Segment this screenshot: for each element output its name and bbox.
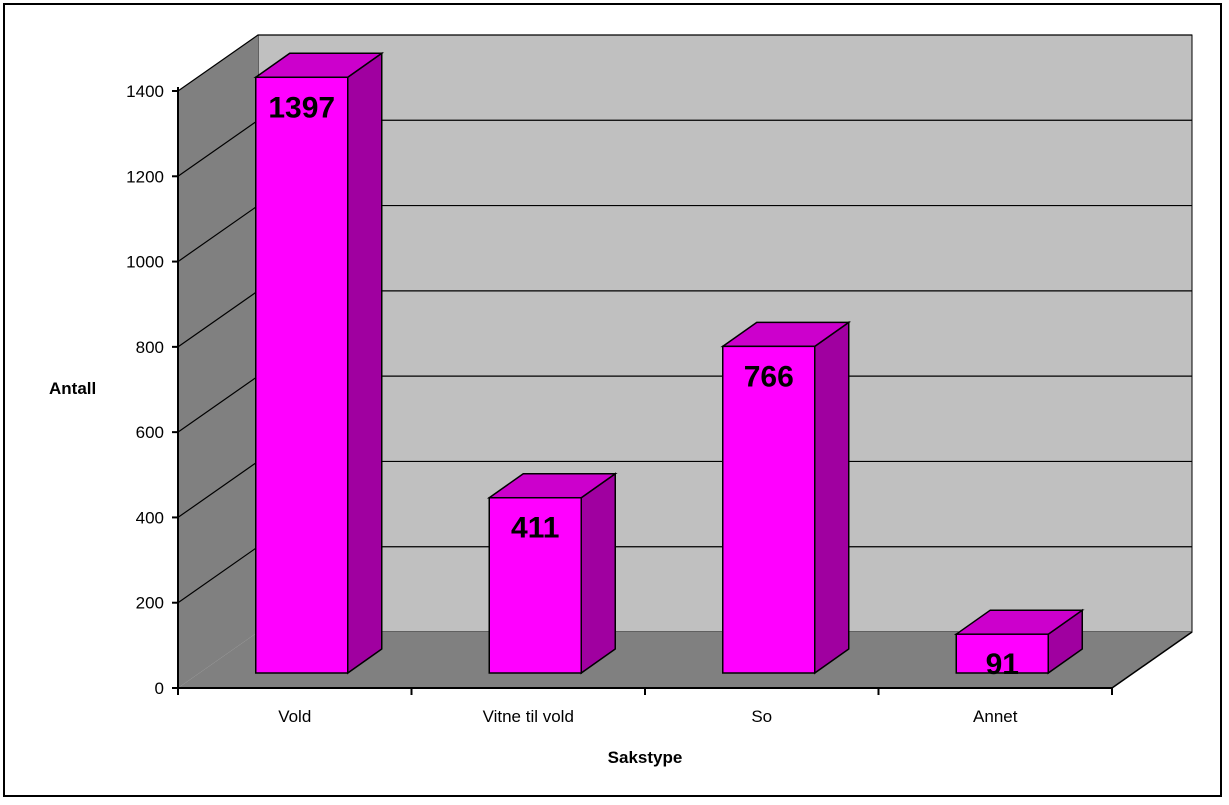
bar-side (580, 472, 616, 675)
chart-walls (178, 34, 1193, 688)
y-tick-label: 1000 (126, 253, 164, 272)
bar-front (722, 345, 816, 674)
data-label: 411 (511, 512, 559, 545)
y-tick-label: 600 (136, 423, 164, 442)
labels: 0 200 400 600 800 1000 1200 1400 1397 Vold 411 Vitn… (126, 82, 1019, 726)
data-label: 1397 (268, 91, 335, 124)
y-tick-label: 0 (155, 679, 164, 698)
side-wall (178, 35, 258, 688)
gridline (177, 34, 1192, 92)
x-axis-title: Sakstype (608, 748, 683, 767)
axes (172, 87, 1193, 695)
floor (178, 632, 1192, 688)
bar (253, 51, 385, 675)
y-tick-label: 200 (136, 594, 164, 613)
bar-front (255, 76, 349, 674)
x-tick-label: So (751, 707, 772, 726)
bar-front (955, 633, 1049, 674)
y-tick-label: 1200 (126, 167, 164, 186)
y-tick-label: 800 (136, 338, 164, 357)
data-label: 766 (744, 360, 794, 393)
y-tick-label: 1400 (126, 82, 164, 101)
y-tick-label: 400 (136, 508, 164, 527)
y-axis-title: Antall (49, 379, 96, 398)
bar-side (347, 51, 383, 675)
bar-side (814, 320, 850, 675)
bar-front (488, 496, 582, 674)
bar (720, 320, 852, 675)
x-tick-label: Annet (973, 707, 1018, 726)
bar (953, 608, 1085, 675)
x-tick-label: Vitne til vold (483, 707, 574, 726)
bars (253, 51, 1085, 675)
floor-edge (1111, 631, 1193, 689)
bar (486, 472, 618, 675)
x-tick-label: Vold (278, 707, 311, 726)
data-label: 91 (986, 648, 1019, 681)
